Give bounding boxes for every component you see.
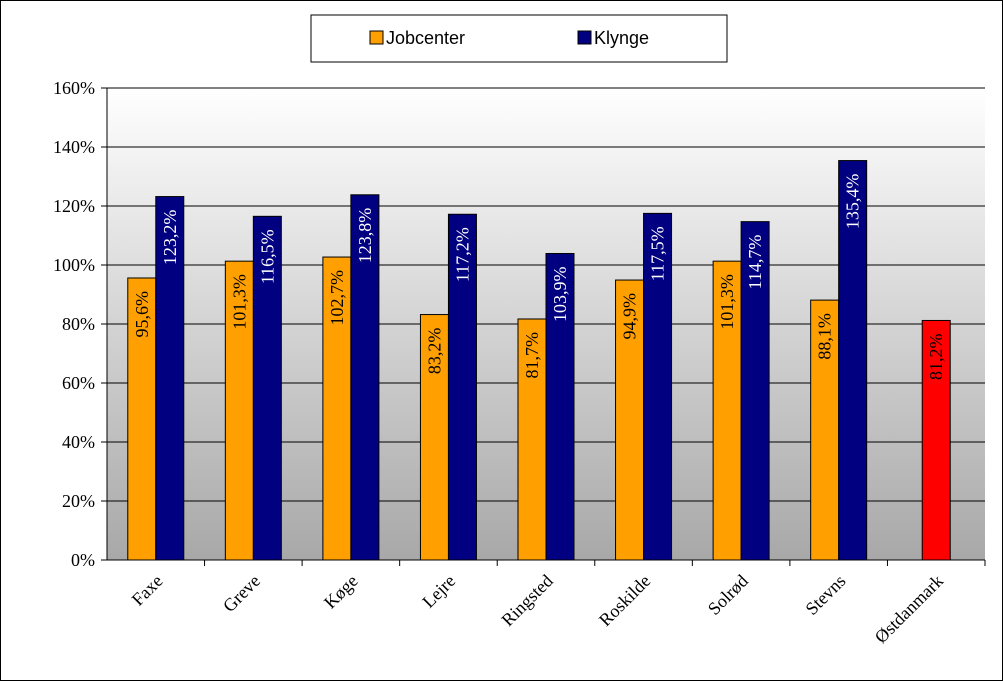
y-tick-label: 120% bbox=[53, 196, 95, 216]
data-label: 81,2% bbox=[926, 333, 946, 380]
data-label: 102,7% bbox=[327, 270, 347, 326]
data-label: 116,5% bbox=[257, 229, 277, 284]
bar-klynge bbox=[838, 160, 868, 561]
data-label: 101,3% bbox=[717, 274, 737, 330]
x-tick-label: Lejre bbox=[418, 571, 459, 612]
legend-label: Jobcenter bbox=[386, 28, 465, 48]
x-tick-label: Stevns bbox=[801, 571, 849, 619]
y-tick-label: 80% bbox=[62, 314, 95, 334]
y-tick-label: 140% bbox=[53, 137, 95, 157]
y-tick-label: 20% bbox=[62, 491, 95, 511]
y-tick-label: 100% bbox=[53, 255, 95, 275]
y-tick-label: 60% bbox=[62, 373, 95, 393]
bar-jobcenter bbox=[615, 279, 645, 561]
bar-jobcenter bbox=[224, 260, 254, 561]
bar-klynge bbox=[643, 212, 673, 561]
bar-klynge bbox=[252, 215, 282, 561]
data-label: 83,2% bbox=[424, 328, 444, 375]
data-label: 103,9% bbox=[550, 266, 570, 322]
data-label: 88,1% bbox=[815, 313, 835, 360]
data-label: 135,4% bbox=[843, 174, 863, 230]
bar-klynge bbox=[447, 213, 477, 561]
x-tick-label: Faxe bbox=[128, 571, 167, 610]
data-label: 114,7% bbox=[745, 235, 765, 290]
data-label: 123,2% bbox=[160, 210, 180, 266]
x-tick-label: Østdanmark bbox=[871, 571, 947, 647]
data-label: 94,9% bbox=[620, 293, 640, 340]
y-tick-label: 0% bbox=[71, 550, 95, 570]
x-tick-label: Køge bbox=[320, 571, 362, 613]
bar-jobcenter bbox=[517, 318, 547, 561]
y-tick-label: 40% bbox=[62, 432, 95, 452]
legend-label: Klynge bbox=[594, 28, 649, 48]
x-tick-label: Ringsted bbox=[497, 571, 556, 630]
data-label: 117,2% bbox=[452, 227, 472, 282]
data-label: 101,3% bbox=[229, 274, 249, 330]
legend-swatch-jobcenter bbox=[369, 30, 384, 45]
data-label: 81,7% bbox=[522, 332, 542, 379]
x-tick-label: Roskilde bbox=[595, 571, 654, 630]
bar-klynge bbox=[545, 252, 575, 561]
bar-jobcenter bbox=[127, 277, 157, 561]
x-tick-label: Greve bbox=[219, 571, 264, 616]
bar-klynge bbox=[740, 221, 770, 561]
bar-klynge bbox=[350, 194, 380, 561]
bar-jobcenter bbox=[810, 299, 840, 561]
bar-jobcenter bbox=[712, 260, 742, 561]
data-label: 95,6% bbox=[132, 291, 152, 338]
data-label: 117,5% bbox=[648, 226, 668, 281]
legend-swatch-klynge bbox=[577, 30, 592, 45]
bar-klynge bbox=[155, 196, 185, 561]
bar-jobcenter bbox=[322, 256, 352, 561]
y-tick-label: 160% bbox=[53, 78, 95, 98]
data-label: 123,8% bbox=[355, 208, 375, 263]
x-tick-label: Solrød bbox=[704, 571, 752, 619]
bar-østdanmark bbox=[921, 319, 951, 561]
